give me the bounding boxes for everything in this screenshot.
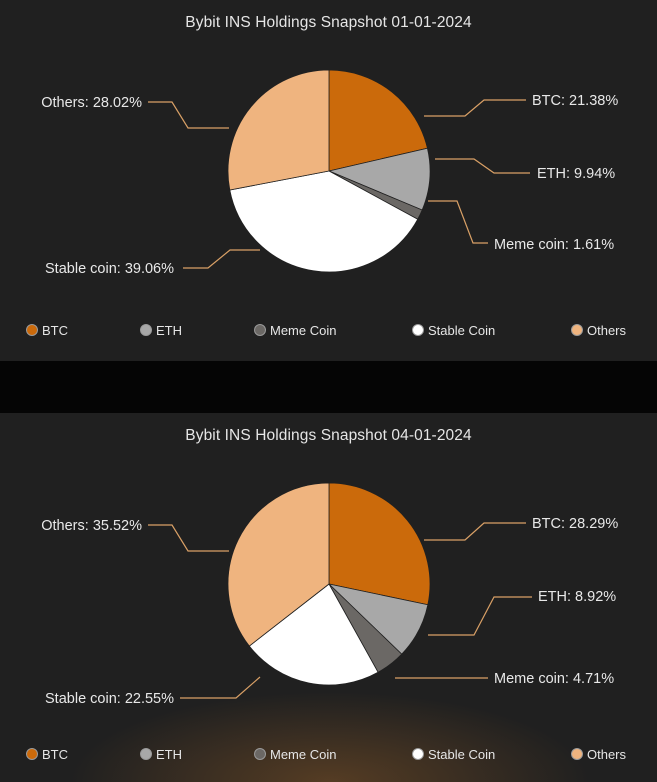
panel-divider [0,361,657,413]
data-label-eth: ETH: 8.92% [538,589,616,605]
pie-chart-2: BTC: 28.29% ETH: 8.92% Meme coin: 4.71% Sta… [41,482,618,707]
legend-swatch-others [571,748,583,760]
callout-line-stable-coin [180,676,261,699]
callout-line-others [148,101,229,129]
chart-title-2: Bybit INS Holdings Snapshot 04-01-2024 [185,427,472,444]
legend-1: BTC ETH Meme Coin Stable Coin Others [0,320,657,340]
legend-label: Others [587,322,627,338]
data-label-stable-coin: Stable coin: 39.06% [45,261,174,277]
legend-label: ETH [156,746,182,762]
legend-swatch-stable-coin [412,748,424,760]
callout-line-stable-coin [183,249,260,269]
legend-label: Others [587,746,627,762]
pie-slice-others [227,482,330,647]
callout-line-btc [424,99,526,117]
data-label-stable-coin: Stable coin: 22.55% [45,691,174,707]
data-label-others: Others: 35.52% [41,518,142,534]
legend-item-eth[interactable]: ETH [140,744,182,764]
pie-slice-stable-coin [248,583,379,686]
legend-swatch-others [571,324,583,336]
callout-line-btc [424,522,526,541]
callout-line-eth [428,596,532,636]
pie-slice-btc [328,69,428,172]
legend-swatch-stable-coin [412,324,424,336]
legend-label: Stable Coin [428,322,496,338]
legend-label: Meme Coin [270,322,337,338]
data-label-btc: BTC: 28.29% [532,516,618,532]
legend-label: BTC [42,322,68,338]
legend-swatch-btc [26,748,38,760]
legend-label: Stable Coin [428,746,496,762]
legend-swatch-meme-coin [254,324,266,336]
legend-label: Meme Coin [270,746,337,762]
legend-label: ETH [156,322,182,338]
chart-title-1: Bybit INS Holdings Snapshot 01-01-2024 [185,14,472,31]
legend-item-others[interactable]: Others [571,744,626,764]
legend-2: BTC ETH Meme Coin Stable Coin Others [0,744,657,764]
pie-slice-others [227,69,330,191]
legend-swatch-btc [26,324,38,336]
legend-item-eth[interactable]: ETH [140,320,182,340]
legend-item-meme-coin[interactable]: Meme Coin [254,744,336,764]
chart-panel-1: Bybit INS Holdings Snapshot 01-01-2024 B… [0,0,657,361]
data-label-meme-coin: Meme coin: 4.71% [494,671,614,687]
data-label-eth: ETH: 9.94% [537,166,615,182]
callout-line-eth [435,158,530,174]
data-label-meme-coin: Meme coin: 1.61% [494,237,614,253]
pie-slice-stable-coin [229,170,419,273]
callout-line-others [148,524,229,552]
legend-item-others[interactable]: Others [571,320,626,340]
callout-line-meme-coin [428,200,488,244]
pie-slice-btc [328,482,431,606]
legend-label: BTC [42,746,68,762]
legend-item-meme-coin[interactable]: Meme Coin [254,320,336,340]
legend-item-btc[interactable]: BTC [26,320,68,340]
data-label-btc: BTC: 21.38% [532,93,618,109]
legend-swatch-eth [140,748,152,760]
legend-swatch-meme-coin [254,748,266,760]
data-label-others: Others: 28.02% [41,95,142,111]
legend-item-stable-coin[interactable]: Stable Coin [412,744,495,764]
chart-panel-2: Bybit INS Holdings Snapshot 04-01-2024 B… [0,413,657,782]
legend-item-stable-coin[interactable]: Stable Coin [412,320,495,340]
pie-chart-1: BTC: 21.38% ETH: 9.94% Meme coin: 1.61% Sta… [41,69,618,277]
legend-swatch-eth [140,324,152,336]
legend-item-btc[interactable]: BTC [26,744,68,764]
